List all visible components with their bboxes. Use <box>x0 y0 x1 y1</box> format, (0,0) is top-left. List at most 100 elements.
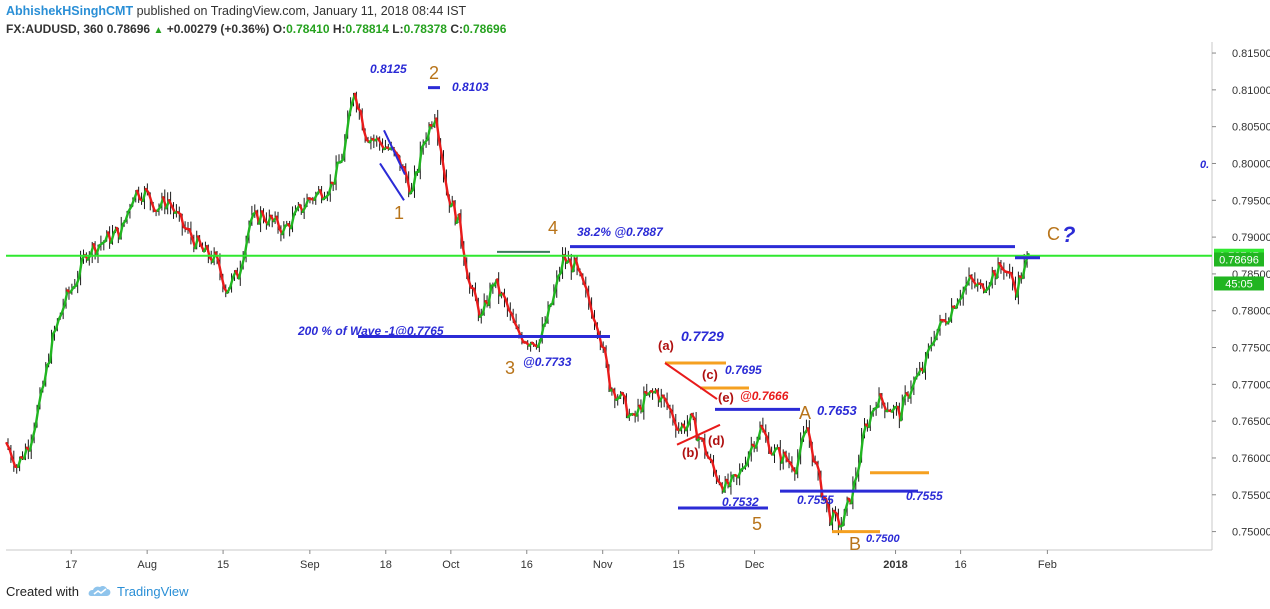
price-line-segment <box>345 114 351 139</box>
triangle-upper-line <box>664 362 718 400</box>
price-line-segment <box>217 260 223 277</box>
price-line-segment <box>867 411 873 429</box>
price-line-segment <box>713 470 720 482</box>
time-tick-label: Feb <box>1038 559 1057 571</box>
wave-label-5: 5 <box>752 514 762 534</box>
wave-label-B: B <box>849 534 861 554</box>
price-line-segment <box>745 451 752 466</box>
price-line-segment <box>118 223 124 240</box>
time-tick-label: Oct <box>442 559 459 571</box>
price-line-segment <box>510 312 516 324</box>
price-line-segment <box>766 436 772 454</box>
price-line-segment <box>435 117 441 142</box>
price-line-segment <box>536 338 542 348</box>
price-line-segment <box>43 364 49 385</box>
price-axis[interactable]: 0.81500 0.81000 0.80500 0.80000 0.79500 0.790… <box>1212 48 1270 539</box>
price-line-segment <box>655 389 662 403</box>
level-label-8125: 0.8125 <box>370 62 407 76</box>
price-line-segment <box>327 181 333 196</box>
price-line-segment <box>48 332 55 363</box>
price-bar <box>664 392 670 411</box>
price-line-segment <box>882 402 888 413</box>
price-line-segment <box>664 398 670 408</box>
price-line-segment <box>612 388 618 401</box>
price-chart[interactable]: 0.81500 0.81000 0.80500 0.80000 0.79500 0.790… <box>0 0 1270 575</box>
price-line-segment <box>899 397 905 422</box>
wave-label-4: 4 <box>548 218 558 238</box>
candles <box>5 91 1030 536</box>
subwave-label: (d) <box>708 433 725 448</box>
price-bar <box>406 171 412 198</box>
price-line-segment <box>220 274 226 290</box>
price-line-segment <box>63 289 69 306</box>
price-line-segment <box>583 282 589 292</box>
last-price: 0.78696 <box>106 22 151 36</box>
footer: Created with TradingView <box>0 575 1270 609</box>
price-line-segment <box>60 303 66 315</box>
price-bar <box>806 420 812 448</box>
level-label-wave200: 200 % of Wave -1@0.7765 <box>297 324 444 338</box>
wave1-channel-top <box>383 129 406 175</box>
wave-label-2: 2 <box>429 63 439 83</box>
price-line-segment <box>995 262 1001 280</box>
price-line-segment <box>783 451 789 462</box>
time-tick-label: 16 <box>521 559 533 571</box>
countdown-label: 45:05 <box>1225 278 1253 290</box>
price-line-segment <box>702 437 708 456</box>
price-line-segment <box>684 422 691 432</box>
price-bar <box>443 169 450 196</box>
price-line-segment <box>289 213 296 230</box>
price-line-segment <box>586 289 592 306</box>
tradingview-link[interactable]: TradingView <box>117 584 189 599</box>
price-line-segment <box>1021 260 1027 280</box>
price-line-segment <box>466 277 473 289</box>
price-line-segment <box>673 419 679 431</box>
price-line-segment <box>347 102 354 117</box>
price-bar <box>670 404 676 426</box>
price-line-segment <box>806 427 812 444</box>
author-link[interactable]: AbhishekHSinghCMT <box>6 4 134 18</box>
price-line-segment <box>461 242 467 263</box>
price-line-segment <box>246 221 252 239</box>
price-line-segment <box>458 213 464 245</box>
price-line-segment <box>464 260 470 280</box>
price-line-segment <box>516 326 522 337</box>
price-line-segment <box>75 276 81 287</box>
price-line-segment <box>147 191 153 204</box>
time-tick-label: Sep <box>300 559 320 571</box>
price-line-segment <box>31 424 37 440</box>
time-tick-label: Nov <box>593 559 613 571</box>
price-line-segment <box>446 193 452 208</box>
wave-label-A: A <box>799 403 811 423</box>
price-bar <box>1009 266 1016 291</box>
symbol-name[interactable]: FX:AUDUSD, 360 <box>6 22 104 36</box>
price-line-segment <box>22 446 29 460</box>
price-line-segment <box>844 497 850 511</box>
up-arrow-icon: ▲ <box>153 25 164 36</box>
price-bar <box>40 380 46 393</box>
price-line-segment <box>588 302 595 319</box>
tradingview-logo-icon[interactable] <box>88 583 112 599</box>
price-line-segment <box>304 197 310 208</box>
price-line-segment <box>757 424 763 440</box>
time-axis[interactable]: 17 Aug 15 Sep 18 Oct 16 Nov 15 Dec 2018 16 Feb <box>65 550 1057 571</box>
price-line-segment <box>722 478 728 493</box>
plot-area[interactable] <box>6 42 1212 550</box>
price-line-segment <box>188 228 194 240</box>
price-bar <box>908 380 914 404</box>
price-line-segment <box>670 409 676 423</box>
low-value: 0.78378 <box>403 22 447 36</box>
price-line-segment <box>554 275 560 292</box>
price-bar <box>136 186 142 203</box>
price-bar <box>655 387 662 407</box>
price-line-segment <box>800 431 807 442</box>
price-line-segment <box>196 235 203 247</box>
countdown-bg <box>1214 276 1264 291</box>
price-bar <box>722 476 728 493</box>
price-line-segment <box>275 215 281 230</box>
price-line-segment <box>475 299 482 318</box>
price-change: +0.00279 (+0.36%) <box>166 22 270 36</box>
level-label-8103: 0.8103 <box>452 80 489 94</box>
price-line-segment <box>54 318 61 331</box>
